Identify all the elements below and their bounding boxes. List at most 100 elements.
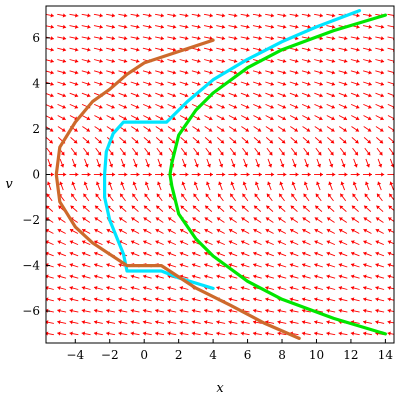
field-arrow	[216, 251, 226, 257]
field-arrow	[93, 13, 103, 18]
field-arrow	[130, 81, 140, 86]
field-arrow	[118, 36, 128, 41]
field-arrow	[94, 137, 103, 144]
field-arrow	[155, 36, 165, 41]
field-arrow	[265, 126, 274, 132]
field-arrow	[350, 47, 360, 52]
field-arrow	[301, 59, 311, 64]
field-arrow	[81, 274, 91, 279]
field-arrow	[327, 137, 335, 144]
field-arrow	[216, 263, 226, 268]
field-arrow	[240, 81, 250, 86]
field-arrow	[363, 70, 372, 75]
field-arrow	[204, 274, 213, 279]
field-arrow	[241, 126, 250, 132]
field-arrow	[362, 36, 372, 41]
field-arrow	[326, 308, 336, 313]
field-arrow	[216, 308, 226, 313]
field-arrow	[289, 285, 299, 290]
field-arrow	[57, 297, 67, 302]
field-arrow	[217, 137, 225, 144]
field-arrow	[118, 115, 128, 121]
field-arrow	[265, 331, 275, 336]
field-arrow	[94, 228, 103, 234]
field-arrow	[363, 263, 372, 268]
field-arrow	[180, 205, 188, 212]
field-arrow	[81, 228, 91, 234]
field-arrow	[93, 172, 103, 177]
trajectory-curves	[54, 9, 387, 340]
field-arrow	[93, 274, 103, 279]
field-arrow	[167, 217, 176, 223]
field-arrow	[81, 115, 91, 121]
field-arrow	[265, 172, 275, 177]
field-arrow	[130, 297, 140, 302]
field-arrow	[301, 297, 311, 302]
field-arrow	[216, 217, 225, 223]
field-arrow	[192, 228, 201, 234]
field-arrow	[179, 172, 189, 177]
field-arrow	[167, 13, 177, 18]
field-arrow	[363, 274, 372, 279]
field-arrow	[289, 103, 299, 109]
field-arrow	[157, 158, 163, 168]
field-arrow	[93, 81, 103, 86]
field-arrow	[241, 217, 250, 223]
field-arrow	[155, 13, 165, 18]
field-arrow	[363, 205, 372, 212]
field-arrow	[118, 320, 128, 325]
field-arrow	[326, 331, 336, 336]
field-arrow	[301, 70, 311, 75]
field-arrow	[339, 147, 347, 156]
field-arrow	[265, 297, 275, 302]
field-arrow	[326, 70, 336, 75]
field-arrow	[253, 240, 262, 246]
field-arrow	[130, 274, 140, 279]
field-arrow	[289, 24, 299, 29]
field-arrow	[191, 251, 201, 257]
x-tick-label: 12	[343, 348, 358, 362]
field-arrow	[350, 172, 360, 177]
field-arrow	[167, 320, 177, 325]
field-arrow	[46, 251, 54, 257]
field-arrow	[46, 24, 54, 29]
field-arrow	[228, 251, 238, 257]
field-arrow	[167, 228, 176, 234]
field-arrow	[350, 81, 360, 86]
field-arrow	[228, 13, 238, 18]
field-arrow	[363, 228, 372, 234]
field-arrow	[252, 172, 262, 177]
field-arrow	[277, 240, 287, 246]
field-arrow	[167, 251, 177, 257]
field-arrow	[242, 147, 249, 156]
field-arrow	[240, 285, 250, 290]
field-arrow	[205, 181, 211, 191]
field-arrow	[192, 137, 200, 144]
field-arrow	[193, 181, 199, 191]
field-arrow	[168, 137, 176, 144]
field-arrow	[156, 193, 163, 202]
field-arrow	[265, 92, 274, 98]
field-arrow	[118, 24, 128, 29]
field-arrow	[217, 205, 225, 212]
field-arrow	[130, 103, 140, 109]
field-arrow	[155, 331, 165, 336]
field-arrow	[350, 331, 360, 336]
field-arrow	[59, 158, 65, 168]
field-arrow	[179, 331, 189, 336]
field-arrow	[289, 263, 299, 268]
field-arrow	[82, 137, 90, 144]
field-arrow	[375, 228, 384, 234]
field-arrow	[350, 103, 360, 109]
field-arrow	[81, 251, 91, 257]
field-arrow	[240, 36, 250, 41]
field-arrow	[191, 263, 201, 268]
field-arrow	[216, 47, 226, 52]
field-arrow	[179, 115, 189, 121]
field-arrow	[106, 36, 116, 41]
field-arrow	[267, 181, 272, 191]
field-arrow	[93, 285, 103, 290]
field-arrow	[289, 70, 299, 75]
y-axis-ticks: −6 −4 −2 0 2 4 6	[22, 31, 50, 318]
field-arrow	[364, 181, 370, 191]
